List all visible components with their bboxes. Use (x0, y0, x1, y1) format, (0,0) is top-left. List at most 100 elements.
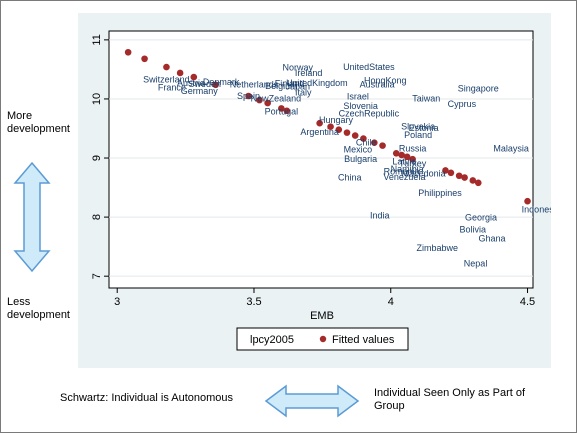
country-label: Belgium (265, 81, 298, 91)
horizontal-double-arrow-icon (264, 384, 360, 418)
x-tick-label: 3 (114, 296, 120, 308)
fitted-value-point (524, 197, 531, 205)
country-label: Cyprus (448, 99, 477, 109)
x-axis-label: EMB (310, 310, 334, 322)
country-label: Singapore (458, 83, 499, 93)
fitted-value-point (176, 69, 184, 77)
x-tick-label: 4 (388, 296, 394, 308)
chart-panel: 7 8 9 10 11 3 3.5 4 4.5 Switzerland France Austria… (78, 13, 551, 368)
country-label: Ireland (295, 68, 323, 78)
fitted-value-point (455, 172, 463, 180)
country-label: Malaysia (493, 144, 529, 154)
country-label: Netherlands (230, 80, 279, 90)
country-label: Chile (356, 138, 377, 148)
country-label: China (338, 172, 362, 182)
country-label: India (370, 210, 390, 220)
fitted-value-point (163, 63, 170, 71)
fitted-value-point (335, 126, 343, 133)
fitted-value-point (190, 73, 198, 81)
more-development-label: More development (7, 110, 70, 135)
fitted-value-point (351, 132, 359, 139)
legend-marker-fitted (319, 335, 327, 343)
country-label: Israel (347, 92, 369, 102)
country-label: Slovenia (343, 101, 378, 111)
fitted-value-point (469, 177, 477, 184)
grid-lines (109, 39, 533, 277)
group-label: Individual Seen Only as Part of Group (374, 387, 526, 412)
fitted-value-point (371, 139, 378, 146)
country-label: Romania (384, 167, 420, 177)
country-label: Macedonia (402, 168, 446, 178)
country-label: Russia (399, 144, 427, 154)
y-tick-label: 7 (91, 273, 103, 279)
country-label: Estonia (409, 123, 439, 133)
fitted-value-point (343, 129, 351, 136)
country-label: NewZealand (251, 93, 302, 103)
fitted-value-point (409, 155, 416, 163)
country-label: Philippines (418, 188, 462, 198)
country-label: Poland (404, 130, 432, 140)
fitted-value-point (461, 174, 468, 181)
fitted-value-point (316, 119, 323, 127)
country-label: Finland (275, 79, 305, 89)
legend: lpcy2005 Fitted values (236, 327, 409, 351)
fitted-value-point (447, 169, 455, 177)
country-label: Hungary (319, 115, 354, 125)
country-label: Georgia (465, 213, 497, 223)
fitted-value-point (327, 123, 334, 131)
scatter-chart: 7 8 9 10 11 3 3.5 4 4.5 SwitzerlandFranceAustria… (91, 30, 551, 351)
country-label: Portugal (265, 106, 299, 116)
country-label: Australia (360, 80, 395, 90)
fitted-value-point (256, 96, 263, 104)
vertical-double-arrow-icon (13, 161, 51, 273)
fitted-value-point (442, 167, 449, 174)
fitted-value-point (403, 153, 411, 161)
country-label: Norway (282, 63, 313, 73)
country-label: Nepal (464, 259, 488, 269)
country-labels: SwitzerlandFranceAustriaDenmarkSwedenGer… (143, 62, 551, 269)
country-label: Zimbabwe (417, 243, 459, 253)
legend-label-lpcy2005: lpcy2005 (250, 334, 294, 346)
y-tick-label: 9 (91, 155, 103, 161)
fitted-value-point (212, 81, 219, 89)
country-label: Germany (181, 86, 219, 96)
y-tick-label: 11 (91, 34, 103, 45)
country-label: Slovakia (401, 122, 435, 132)
country-label: Namibia (391, 164, 424, 174)
y-tick-label: 10 (91, 93, 103, 105)
country-label: Denmark (203, 77, 240, 87)
country-label: Ghana (478, 233, 505, 243)
country-label: Turkey (399, 158, 427, 168)
country-label: UnitedKingdom (286, 78, 348, 88)
country-label: Bolivia (460, 224, 487, 234)
country-label: Indonesia (522, 204, 551, 214)
country-label: Bulgaria (344, 154, 377, 164)
legend-label-fitted: Fitted values (332, 334, 395, 346)
country-label: Venezuela (383, 172, 425, 182)
y-tick-label: 8 (91, 214, 103, 220)
autonomous-label: Schwartz: Individual is Autonomous (60, 392, 234, 404)
fitted-value-point (379, 142, 386, 149)
country-label: Italy (295, 87, 312, 97)
fitted-value-point (398, 151, 405, 159)
country-label: CzechRepublic (339, 109, 400, 119)
fitted-value-point (392, 149, 400, 157)
country-label: Japan (285, 82, 310, 92)
fitted-value-point (278, 105, 285, 112)
fitted-value-point (124, 48, 132, 56)
country-label: Taiwan (412, 93, 440, 103)
country-label: Switzerland (143, 74, 190, 84)
less-development-label: Less development (7, 296, 70, 321)
fitted-value-point (141, 55, 148, 63)
fitted-value-point (264, 99, 271, 107)
country-label: HongKong (364, 76, 407, 86)
country-label: Latvia (392, 157, 416, 167)
country-label: Sweden (188, 79, 221, 89)
country-label: UnitedStates (343, 62, 395, 72)
fitted-value-point (245, 92, 252, 100)
axes: 7 8 9 10 11 3 3.5 4 4.5 (91, 34, 535, 308)
fitted-value-point (474, 179, 482, 187)
x-tick-label: 4.5 (520, 296, 535, 308)
x-tick-label: 3.5 (246, 296, 261, 308)
country-label: Austria (177, 78, 205, 88)
